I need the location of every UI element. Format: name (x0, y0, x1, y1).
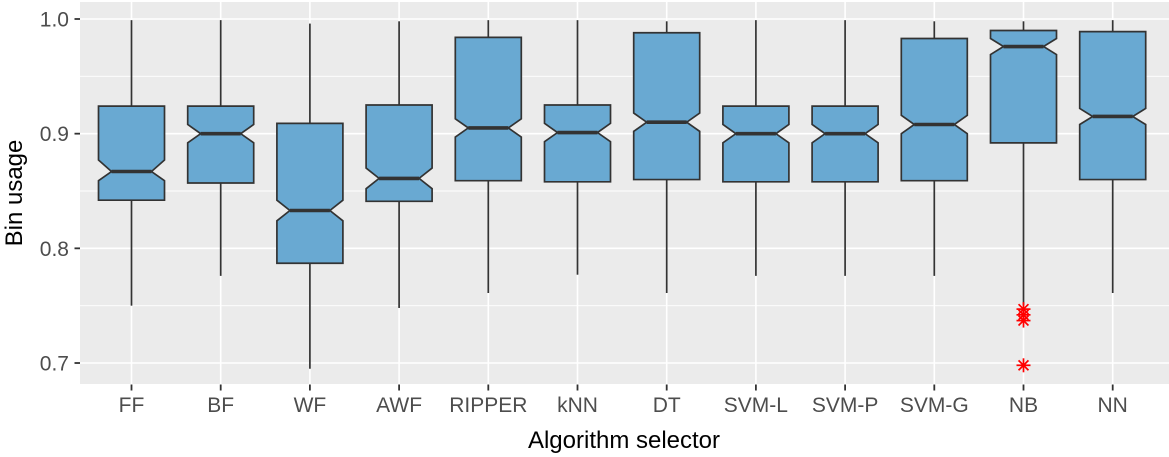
x-tick-label: NB (1009, 394, 1038, 417)
boxplot-group-NB (989, 21, 1058, 306)
x-tick-label: SVM-G (900, 394, 969, 417)
boxplot-group-DT (632, 21, 701, 294)
box (543, 104, 612, 183)
x-tick-label: WF (294, 394, 327, 417)
x-tick-label: FF (119, 394, 145, 417)
box (276, 122, 344, 265)
box (632, 31, 701, 181)
y-tick-label: 0.7 (40, 353, 69, 376)
x-tick-label: BF (207, 394, 234, 417)
x-tick-label: DT (653, 394, 681, 417)
boxplot-group-BF (186, 20, 255, 276)
x-axis-title: Algorithm selector (528, 427, 720, 454)
x-tick-label: AWF (376, 394, 422, 417)
panel-background (80, 2, 1169, 384)
outlier-point (1016, 358, 1031, 373)
boxplot-group-kNN (543, 20, 612, 275)
box (722, 105, 790, 183)
boxplot-group-AWF (365, 21, 433, 308)
x-tick-label: SVM-L (724, 394, 788, 417)
boxplot-group-FF (97, 20, 166, 306)
box (900, 37, 969, 182)
box (365, 104, 433, 203)
x-tick-label: kNN (557, 394, 598, 417)
boxplot-group-WF (276, 23, 344, 369)
y-tick-label: 1.0 (40, 9, 69, 32)
boxplot-group-SVM-G (900, 21, 969, 276)
x-tick-label: RIPPER (449, 394, 527, 417)
y-tick-label: 0.8 (40, 238, 69, 261)
box (811, 105, 879, 183)
x-tick-label: SVM-P (812, 394, 879, 417)
box (186, 105, 255, 184)
boxplot-group-RIPPER (454, 20, 523, 294)
box (454, 36, 523, 182)
x-tick-label: NN (1098, 394, 1128, 417)
boxplot-group-SVM-P (811, 20, 879, 276)
boxplot-group-SVM-L (722, 20, 790, 276)
outlier-point (1016, 313, 1031, 328)
box (1078, 30, 1147, 181)
y-axis-title: Bin usage (1, 140, 28, 247)
y-tick-label: 0.9 (40, 123, 69, 146)
boxplot-group-NN (1078, 20, 1147, 294)
box (97, 105, 166, 202)
box (989, 29, 1058, 144)
